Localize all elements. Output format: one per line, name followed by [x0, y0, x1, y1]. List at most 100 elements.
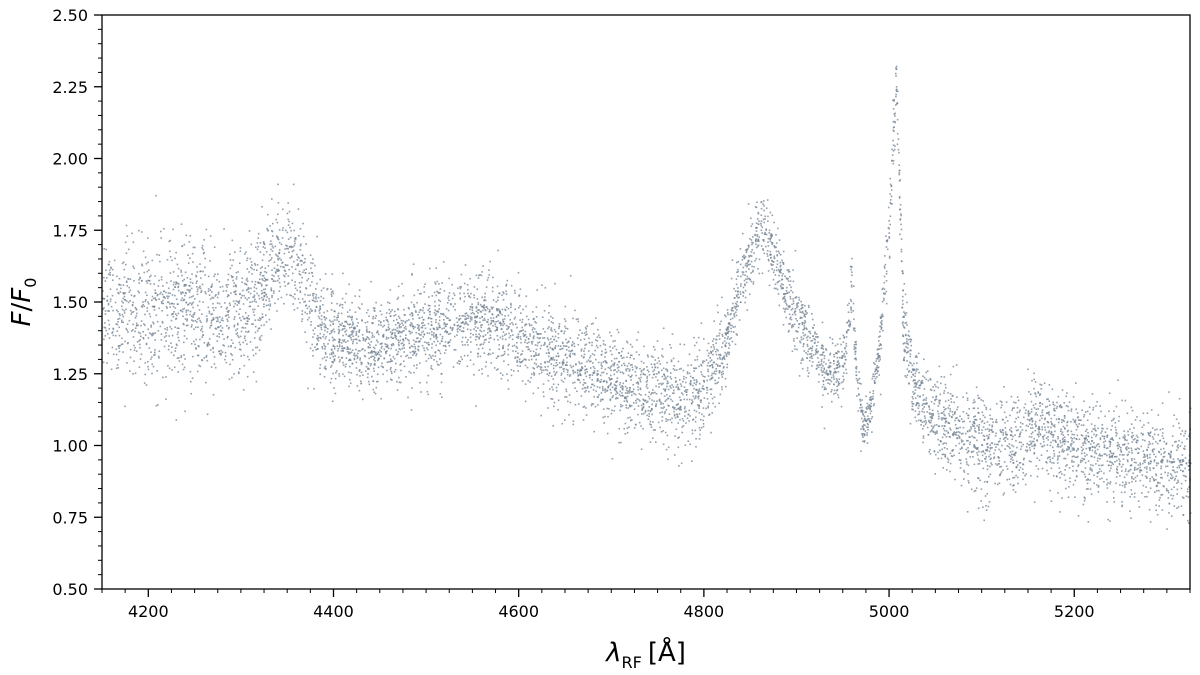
data-point — [413, 364, 415, 367]
data-point — [629, 354, 632, 357]
data-point — [484, 334, 487, 336]
data-point — [1081, 409, 1083, 411]
data-point — [943, 447, 946, 449]
data-point — [532, 311, 534, 313]
data-point — [1047, 456, 1050, 459]
data-point — [698, 388, 701, 390]
data-point — [288, 210, 291, 213]
data-point — [929, 378, 932, 381]
data-point — [942, 467, 944, 469]
data-point — [585, 407, 587, 409]
data-point — [1125, 473, 1128, 476]
data-point — [985, 449, 987, 451]
data-point — [965, 392, 968, 394]
data-point — [396, 353, 398, 356]
data-point — [802, 337, 805, 340]
data-point — [830, 380, 833, 383]
data-point — [1049, 456, 1051, 458]
data-point — [343, 340, 345, 343]
data-point — [402, 295, 405, 297]
data-point — [692, 395, 695, 398]
data-point — [991, 425, 993, 428]
data-point — [481, 296, 483, 299]
data-point — [195, 282, 198, 284]
data-point — [662, 407, 664, 410]
data-point — [203, 357, 205, 359]
data-point — [930, 401, 933, 403]
data-point — [849, 322, 851, 325]
data-point — [376, 330, 379, 332]
data-point — [120, 343, 123, 346]
data-point — [685, 422, 687, 424]
data-point — [1060, 406, 1063, 408]
data-point — [1093, 442, 1095, 444]
data-point — [106, 277, 108, 279]
data-point — [945, 442, 947, 445]
data-point — [385, 338, 388, 340]
data-point — [373, 309, 375, 312]
data-point — [374, 307, 376, 310]
data-point — [367, 352, 370, 354]
data-point — [867, 407, 870, 410]
data-point — [1118, 463, 1121, 466]
data-point — [1017, 464, 1019, 466]
data-point — [511, 338, 514, 341]
data-point — [373, 370, 375, 372]
data-point — [1142, 450, 1145, 452]
data-point — [951, 416, 953, 419]
data-point — [828, 383, 831, 385]
data-point — [145, 280, 148, 282]
data-point — [125, 252, 128, 254]
data-point — [643, 368, 645, 370]
data-point — [1087, 478, 1089, 480]
data-point — [683, 378, 685, 380]
data-point — [371, 350, 373, 352]
data-point — [655, 393, 658, 395]
data-point — [536, 366, 539, 368]
data-point — [337, 350, 339, 352]
data-point — [769, 250, 772, 253]
data-point — [480, 274, 483, 277]
data-point — [239, 293, 241, 295]
data-point — [215, 293, 217, 296]
data-point — [680, 462, 683, 465]
data-point — [360, 361, 362, 364]
data-point — [1063, 436, 1066, 438]
data-point — [584, 365, 586, 368]
data-point — [287, 218, 289, 221]
data-point — [996, 464, 999, 466]
data-point — [986, 434, 988, 437]
data-point — [1158, 489, 1160, 492]
data-point — [744, 255, 747, 258]
data-point — [245, 330, 247, 333]
data-point — [740, 283, 742, 285]
data-point — [547, 365, 549, 368]
data-point — [174, 326, 176, 328]
data-point — [684, 415, 686, 417]
data-point — [1004, 440, 1006, 442]
data-point — [566, 348, 568, 351]
data-point — [146, 282, 149, 284]
data-point — [1057, 436, 1059, 438]
data-point — [653, 346, 655, 348]
data-point — [644, 374, 647, 376]
data-point — [978, 424, 981, 426]
data-point — [735, 303, 738, 306]
data-point — [955, 444, 957, 447]
data-point — [609, 367, 611, 370]
data-point — [667, 404, 669, 407]
data-point — [571, 349, 574, 352]
data-point — [721, 335, 724, 337]
data-point — [913, 362, 915, 365]
data-point — [591, 403, 593, 405]
data-point — [161, 322, 164, 324]
data-point — [453, 294, 456, 297]
data-point — [609, 366, 612, 368]
data-point — [484, 319, 486, 321]
data-point — [1094, 427, 1096, 430]
data-point — [283, 252, 286, 255]
data-point — [1179, 445, 1182, 447]
data-point — [721, 388, 723, 391]
data-point — [323, 316, 326, 318]
data-point — [333, 360, 336, 362]
